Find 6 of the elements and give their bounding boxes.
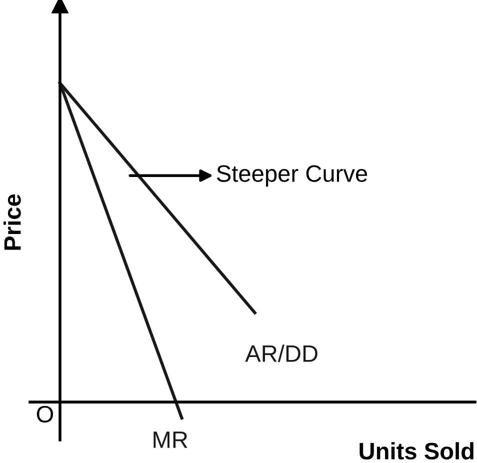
y-axis-title: Price <box>4 194 21 250</box>
x-axis-title: Units Sold <box>360 442 474 460</box>
annotation: Steeper Curve <box>216 165 368 187</box>
annotation: O <box>36 406 54 423</box>
series-label: AR/DD <box>245 344 318 362</box>
series-label: MR <box>154 432 188 448</box>
